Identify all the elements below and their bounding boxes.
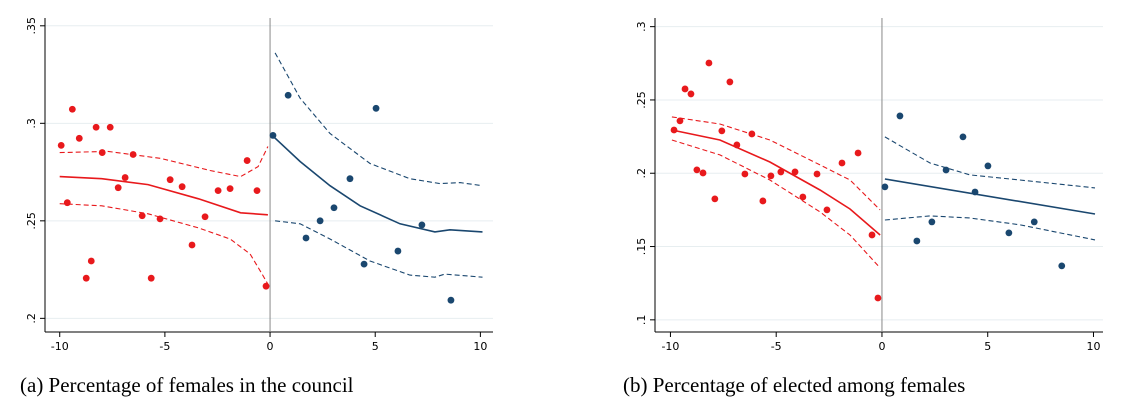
ci-line bbox=[671, 139, 881, 269]
ci-line bbox=[59, 203, 269, 285]
x-tick-label: 5 bbox=[372, 340, 379, 353]
point bbox=[741, 170, 749, 178]
ci-line bbox=[671, 116, 881, 211]
point bbox=[87, 257, 95, 265]
point bbox=[360, 260, 368, 268]
ci-line bbox=[275, 220, 483, 278]
x-tick-label: 0 bbox=[267, 340, 274, 353]
point bbox=[98, 149, 106, 156]
point bbox=[699, 169, 707, 177]
point bbox=[188, 241, 196, 249]
x-tick-label: 5 bbox=[984, 340, 991, 353]
x-tick-label: -5 bbox=[771, 340, 782, 353]
point bbox=[676, 117, 684, 125]
point bbox=[942, 166, 950, 174]
point bbox=[1030, 218, 1038, 226]
point bbox=[874, 294, 882, 302]
fit-line bbox=[884, 178, 1096, 215]
point bbox=[178, 183, 186, 191]
point bbox=[121, 174, 129, 181]
point bbox=[726, 78, 734, 86]
y-tick-label: .3 bbox=[25, 118, 38, 129]
point bbox=[759, 197, 767, 205]
point bbox=[791, 168, 799, 176]
y-tick-label: .35 bbox=[25, 17, 38, 35]
x-tick-label: 10 bbox=[1086, 340, 1100, 353]
y-tick-label: .25 bbox=[25, 212, 38, 230]
point bbox=[767, 172, 775, 180]
panel: .1 .15 .2 .25 .3 -10 -5 0 5 10 (b) Percentage of e… bbox=[623, 18, 1103, 397]
ci-line bbox=[884, 136, 1096, 189]
point bbox=[777, 168, 785, 176]
fit-line bbox=[59, 175, 268, 216]
point bbox=[693, 166, 701, 174]
point bbox=[262, 282, 270, 290]
y-tick-label: .25 bbox=[635, 91, 648, 109]
point bbox=[394, 247, 402, 255]
ci-line bbox=[59, 146, 269, 178]
point bbox=[799, 193, 807, 201]
point bbox=[711, 195, 719, 203]
x-tick-label: -5 bbox=[159, 340, 170, 353]
point bbox=[302, 234, 310, 242]
point bbox=[92, 123, 100, 131]
x-tick-label: -10 bbox=[51, 340, 69, 353]
point bbox=[687, 90, 695, 98]
point bbox=[813, 170, 821, 178]
point bbox=[75, 134, 83, 142]
point bbox=[63, 199, 71, 207]
y-tick-label: .2 bbox=[25, 313, 38, 324]
point bbox=[284, 91, 292, 99]
ci-line bbox=[274, 52, 483, 187]
point bbox=[984, 162, 992, 170]
ci-line bbox=[884, 215, 1096, 241]
point bbox=[681, 85, 689, 93]
point bbox=[372, 104, 380, 112]
point bbox=[316, 217, 324, 225]
point bbox=[1058, 262, 1066, 270]
point bbox=[718, 127, 726, 135]
point bbox=[82, 274, 90, 282]
point bbox=[138, 212, 146, 220]
point bbox=[854, 149, 862, 157]
point bbox=[57, 141, 65, 149]
y-tick-label: .1 bbox=[635, 315, 648, 326]
point bbox=[896, 112, 904, 120]
point bbox=[868, 231, 876, 239]
y-tick-label: .2 bbox=[635, 168, 648, 179]
point bbox=[928, 218, 936, 226]
point bbox=[959, 133, 967, 141]
point bbox=[1005, 229, 1013, 237]
point bbox=[253, 187, 261, 195]
fit-line bbox=[671, 129, 881, 236]
point bbox=[418, 221, 426, 229]
point bbox=[346, 175, 354, 183]
x-tick-label: 0 bbox=[878, 340, 885, 353]
point bbox=[838, 159, 846, 167]
point bbox=[166, 176, 174, 184]
caption: (a) Percentage of females in the council bbox=[20, 373, 354, 397]
point bbox=[226, 185, 234, 193]
panel: .2 .25 .3 .35 -10 -5 0 5 10 (a) Percentage of fem… bbox=[20, 17, 493, 397]
x-tick-label: 10 bbox=[473, 340, 487, 353]
point bbox=[447, 296, 455, 304]
point bbox=[705, 59, 713, 67]
point bbox=[913, 237, 921, 245]
point bbox=[68, 105, 76, 113]
caption: (b) Percentage of elected among females bbox=[623, 373, 965, 397]
point bbox=[330, 204, 338, 212]
y-tick-label: .15 bbox=[635, 238, 648, 256]
point bbox=[881, 183, 889, 191]
point bbox=[214, 187, 222, 195]
point bbox=[243, 157, 251, 164]
y-tick-label: .3 bbox=[635, 21, 648, 32]
point bbox=[201, 213, 209, 221]
point bbox=[114, 184, 122, 192]
point bbox=[823, 206, 831, 214]
fit-line bbox=[271, 134, 483, 233]
x-tick-label: -10 bbox=[661, 340, 679, 353]
point bbox=[147, 274, 155, 282]
point bbox=[106, 123, 114, 131]
